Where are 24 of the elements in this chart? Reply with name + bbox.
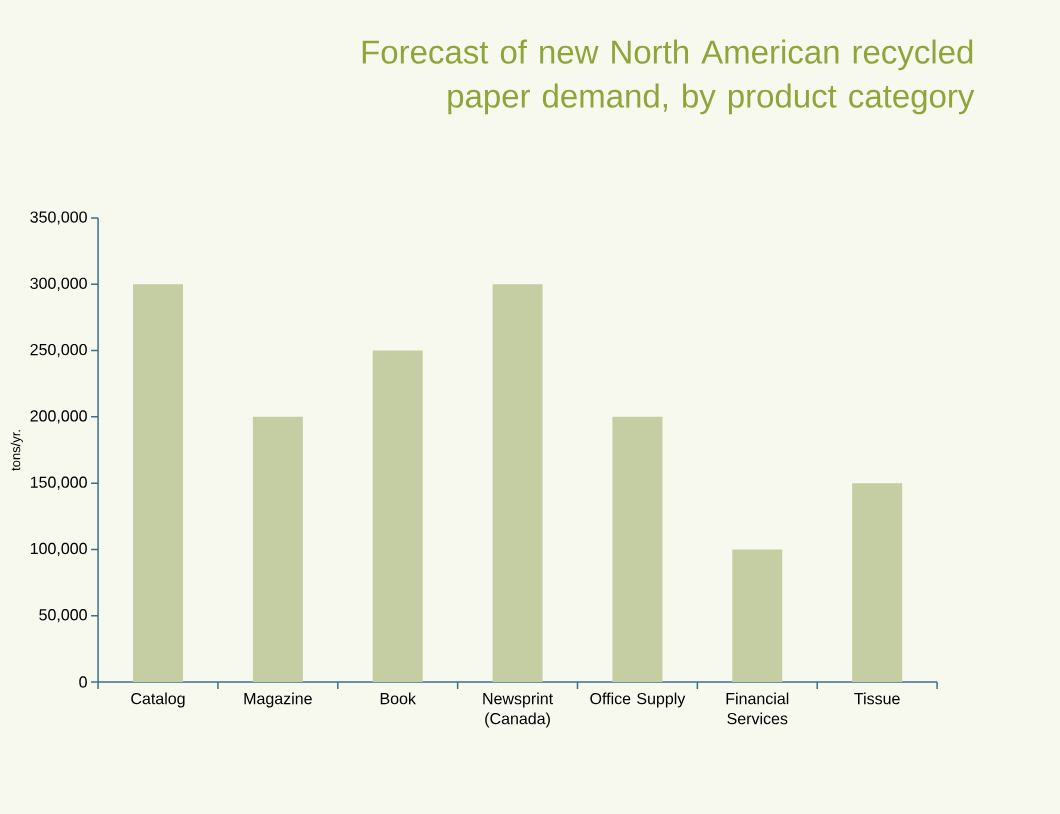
- x-tick-label: Magazine: [244, 692, 312, 708]
- y-tick-label: 100,000: [30, 542, 87, 557]
- y-tick-label: 250,000: [30, 343, 87, 358]
- x-tick-label: Newsprint (Canada): [483, 692, 554, 728]
- y-tick-label: 0: [79, 676, 87, 688]
- chart-title: Forecast of new North American recycled paper demand, by product category: [362, 39, 975, 115]
- bar: [612, 416, 663, 682]
- y-tick-label: 300,000: [30, 277, 87, 291]
- bar: [852, 483, 903, 682]
- x-tick-label: Book: [380, 692, 416, 705]
- y-axis-title: tons/yr.: [10, 430, 23, 471]
- y-tick-label: 150,000: [30, 476, 87, 490]
- y-tick-label: 350,000: [30, 211, 87, 225]
- y-tick-label: 50,000: [39, 609, 87, 623]
- x-tick-label: Office Supply: [590, 692, 686, 708]
- bar: [732, 549, 783, 682]
- bar: [492, 284, 543, 682]
- bar: [252, 416, 303, 682]
- x-tick-label: Financial Services: [726, 692, 789, 725]
- bar: [372, 350, 423, 682]
- y-tick-label: 200,000: [30, 410, 87, 424]
- x-tick-label: Tissue: [854, 692, 900, 705]
- x-tick-label: Catalog: [131, 692, 185, 708]
- bar: [133, 284, 183, 682]
